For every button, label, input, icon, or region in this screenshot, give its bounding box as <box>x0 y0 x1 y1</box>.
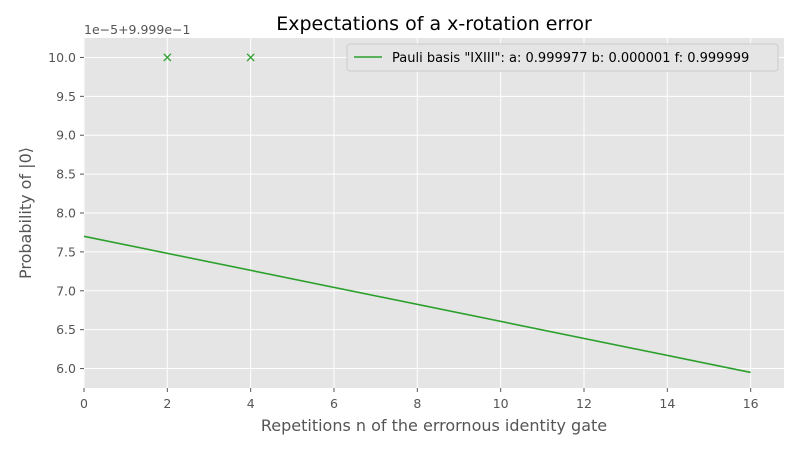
legend-box <box>346 43 779 72</box>
x-axis-ticks: 0 2 4 6 8 10 12 14 16 <box>80 388 759 411</box>
x-tick-label: 12 <box>576 396 592 411</box>
y-tick-label: 8.5 <box>56 167 76 182</box>
x-tick-label: 8 <box>413 396 421 411</box>
x-tick-label: 4 <box>247 396 255 411</box>
y-axis-offset: 1e−5+9.999e−1 <box>84 22 190 37</box>
legend-label: Pauli basis "IXIII": a: 0.999977 b: 0.00… <box>392 51 749 66</box>
y-tick-label: 6.0 <box>56 361 76 376</box>
x-tick-label: 6 <box>330 396 338 411</box>
series-layer <box>83 53 751 374</box>
grid <box>83 38 784 388</box>
x-tick-label: 10 <box>493 396 509 411</box>
x-tick-label: 0 <box>80 396 88 411</box>
y-axis-label: Probability of |0⟩ <box>16 147 35 279</box>
data-point-marker <box>163 53 172 62</box>
data-point-marker <box>246 53 255 62</box>
y-axis-ticks: 6.0 6.5 7.0 7.5 8.0 8.5 9.0 9.5 10.0 <box>48 50 84 376</box>
x-tick-label: 14 <box>659 396 675 411</box>
y-tick-label: 8.0 <box>56 206 76 221</box>
y-tick-label: 9.0 <box>56 128 76 143</box>
x-tick-label: 2 <box>163 396 171 411</box>
fit-line <box>83 235 751 374</box>
legend: Pauli basis "IXIII": a: 0.999977 b: 0.00… <box>346 43 779 72</box>
y-tick-label: 7.5 <box>56 244 76 259</box>
x-tick-label: 16 <box>743 396 759 411</box>
chart-title: Expectations of a x-rotation error <box>276 13 592 35</box>
x-axis-label: Repetitions n of the errornous identity … <box>261 416 607 435</box>
y-tick-label: 7.0 <box>56 283 76 298</box>
y-tick-label: 10.0 <box>48 50 76 65</box>
y-tick-label: 9.5 <box>56 89 76 104</box>
y-tick-label: 6.5 <box>56 322 76 337</box>
